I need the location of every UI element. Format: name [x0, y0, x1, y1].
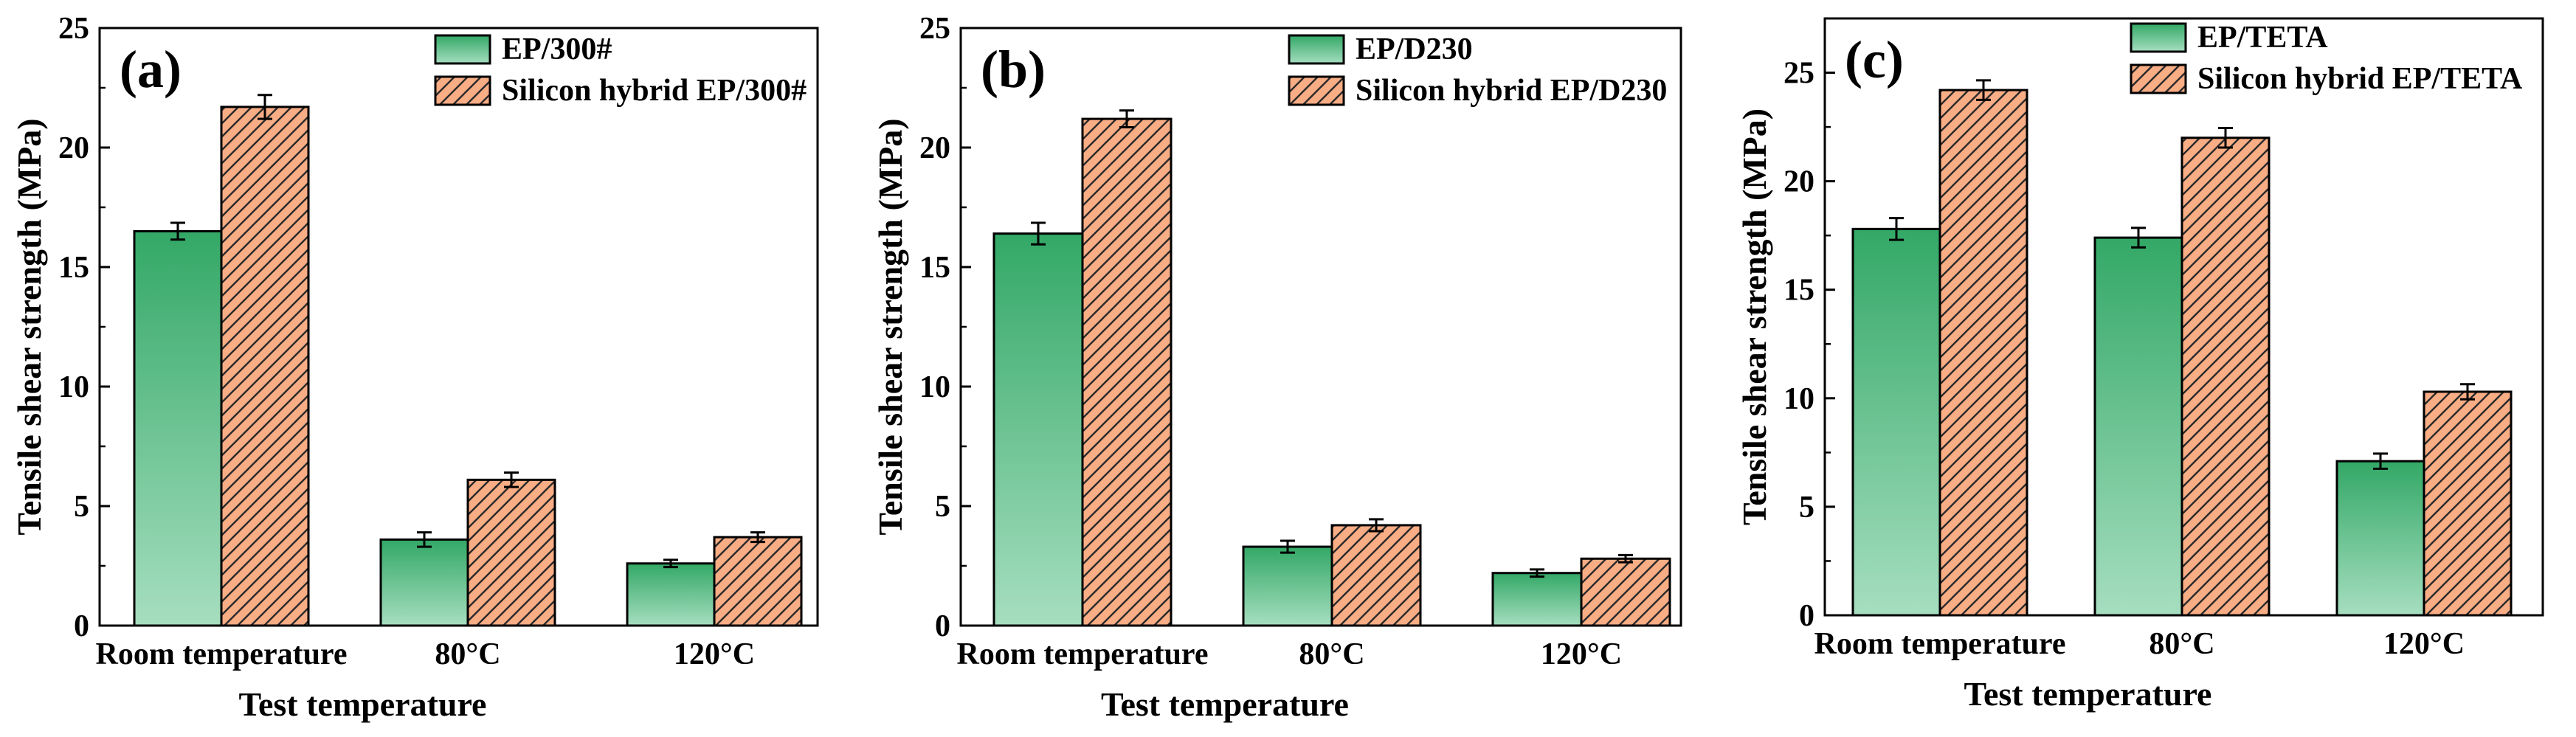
legend-label-series1: EP/300#	[502, 32, 612, 66]
bar-series1-1	[379, 538, 469, 627]
y-tick-label: 5	[74, 490, 89, 524]
x-tick-label: 120°C	[1541, 637, 1622, 671]
bar-series2-1	[466, 478, 556, 627]
legend-swatch-series1	[2130, 22, 2187, 53]
y-axis-title: Tensile shear strength (MPa)	[10, 118, 48, 535]
bar-series2-2	[713, 536, 803, 627]
y-tick-label: 25	[1783, 57, 1814, 91]
bar-series2-1	[2180, 136, 2271, 617]
y-tick-label: 10	[1783, 382, 1814, 416]
y-tick-label: 25	[58, 12, 89, 46]
legend-label-series1: EP/TETA	[2197, 21, 2328, 55]
y-tick-label: 5	[935, 490, 950, 524]
y-axis-title: Tensile shear strength (MPa)	[1736, 108, 1773, 525]
legend-swatch-series1	[434, 34, 491, 65]
chart-panel-b: Room temperature 80°C 120°C 0 5 10 15 20 25 Test …	[871, 12, 1682, 723]
x-tick-label: Room temperature	[1814, 627, 2066, 661]
bar-series1-2	[2335, 460, 2425, 617]
chart-panel-c: Room temperature 80°C 120°C 0 5 10 15 20 25 Test …	[1736, 17, 2544, 713]
bar-series1-2	[1491, 572, 1583, 627]
y-tick-label: 0	[935, 609, 950, 643]
bar-series1-2	[626, 562, 716, 627]
y-tick-label: 15	[58, 251, 89, 285]
x-tick-label: 80°C	[2149, 627, 2214, 661]
y-tick-label: 5	[1799, 491, 1814, 525]
panel-label: (a)	[120, 40, 182, 99]
x-tick-label: 80°C	[435, 637, 500, 671]
y-axis-title: Tensile shear strength (MPa)	[871, 118, 909, 535]
bar-series2-0	[1938, 89, 2028, 617]
bar-series2-2	[1580, 557, 1671, 627]
legend-label-series1: EP/D230	[1356, 32, 1473, 66]
bar-series1-1	[1242, 545, 1333, 627]
legend-label-series2: Silicon hybrid EP/D230	[1356, 74, 1667, 108]
bar-series2-0	[220, 105, 310, 627]
plot-frame	[1823, 17, 2544, 617]
legend-swatch-series2	[1288, 75, 1345, 106]
y-tick-label: 20	[58, 131, 89, 165]
y-tick-label: 15	[1783, 274, 1814, 308]
bar-series1-0	[1851, 227, 1941, 617]
bar-series1-1	[2093, 236, 2183, 617]
legend-swatch-series1	[1288, 34, 1345, 65]
y-tick-label: 25	[919, 12, 950, 46]
legend-swatch-series2	[434, 75, 491, 106]
panel-label: (b)	[981, 40, 1046, 99]
y-tick-label: 20	[1783, 165, 1814, 199]
y-tick-label: 10	[919, 370, 950, 404]
bar-series2-2	[2423, 390, 2513, 617]
x-tick-label: Room temperature	[957, 637, 1209, 671]
x-tick-label: 80°C	[1299, 637, 1364, 671]
x-axis-title: Test temperature	[1101, 685, 1349, 723]
bar-series1-0	[992, 232, 1084, 627]
x-axis-title: Test temperature	[239, 685, 487, 723]
legend-label-series2: Silicon hybrid EP/300#	[502, 74, 807, 108]
legend-swatch-series2	[2130, 63, 2187, 94]
chart-panel-a: Room temperature 80°C 120°C 0 5 10 15 20 25 Test …	[10, 12, 819, 723]
y-tick-label: 20	[919, 131, 950, 165]
panel-label: (c)	[1845, 30, 1904, 89]
legend-label-series2: Silicon hybrid EP/TETA	[2197, 62, 2523, 96]
bar-series1-0	[133, 229, 223, 627]
y-tick-label: 15	[919, 251, 950, 285]
bar-series2-1	[1330, 524, 1422, 627]
bar-series2-0	[1081, 117, 1173, 627]
y-tick-label: 0	[74, 609, 89, 643]
x-tick-label: 120°C	[674, 637, 755, 671]
y-tick-label: 0	[1799, 599, 1814, 633]
x-tick-label: Room temperature	[96, 637, 348, 671]
x-axis-title: Test temperature	[1964, 675, 2212, 713]
y-tick-label: 10	[58, 370, 89, 404]
x-tick-label: 120°C	[2383, 627, 2465, 661]
